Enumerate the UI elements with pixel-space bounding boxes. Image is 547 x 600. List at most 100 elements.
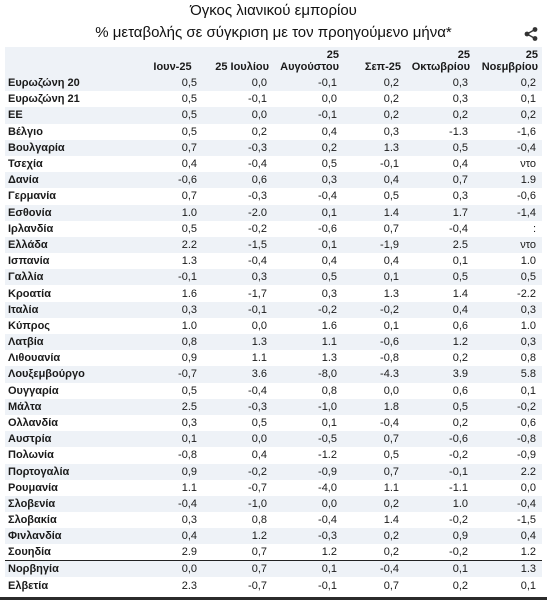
value-cell: -0,9 <box>273 463 343 480</box>
value-cell: -0,6 <box>343 334 405 351</box>
value-cell: 0,4 <box>203 447 273 464</box>
table-row: Ιταλία 0,3 -0,1 -0,2 -0,2 0,4 0,3 <box>5 301 542 318</box>
country-cell: Ελβετία <box>5 577 142 594</box>
table-row: Γερμανία 0,7 -0,3 -0,4 0,5 0,3 -0,6 <box>5 188 542 205</box>
value-cell: 0,1 <box>273 236 343 254</box>
value-cell: 0,2 <box>343 107 405 124</box>
table-row: Πολωνία -0,8 0,4 -1.2 0,5 -0,2 -0,9 <box>5 447 542 464</box>
value-cell: -0,4 <box>405 220 474 237</box>
value-cell: -0,4 <box>343 414 405 432</box>
value-cell: 0,5 <box>405 269 474 286</box>
bottom-bar <box>0 597 547 600</box>
country-cell: Ρουμανία <box>5 479 142 496</box>
value-cell: -1,0 <box>203 495 273 513</box>
column-header: 25 Ιουλίου <box>215 61 269 73</box>
value-cell: 0,3 <box>474 301 542 318</box>
value-cell: -0,8 <box>343 350 405 367</box>
value-cell: 0,5 <box>203 414 273 432</box>
value-cell: -0,4 <box>343 560 405 578</box>
table-row: Λιθουανία 0,9 1.1 1.3 -0,8 0,2 0,8 <box>5 350 542 367</box>
value-cell: -0,7 <box>203 479 273 496</box>
value-cell: 0,2 <box>273 139 343 156</box>
value-cell: -0,2 <box>203 463 273 480</box>
country-cell: Λιθουανία <box>5 350 142 367</box>
table-row: Σλοβακία 0,3 0,8 -0,4 1.4 -0,2 -1,5 <box>5 512 542 529</box>
table-row: Βέλγιο 0,5 0,2 0,4 0,3 -1.3 -1,6 <box>5 123 542 140</box>
value-cell: 0,5 <box>405 139 474 156</box>
value-cell: -0,4 <box>203 155 273 173</box>
value-cell: -0,2 <box>343 301 405 318</box>
value-cell: -0,2 <box>474 398 542 415</box>
value-cell: -0,6 <box>405 431 474 448</box>
value-cell: -0,1 <box>203 91 273 108</box>
value-cell: 0,4 <box>142 155 203 173</box>
value-cell: 1.4 <box>343 204 405 221</box>
table-row: Μάλτα 2.5 -0,3 -1,0 1.8 0,5 -0,2 <box>5 398 542 415</box>
table-row: Πορτογαλία 0,9 -0,2 -0,9 0,7 -0,1 2.2 <box>5 463 542 480</box>
value-cell: ντο <box>474 155 542 173</box>
value-cell: 0,1 <box>273 414 343 432</box>
value-cell: -0,7 <box>142 366 203 383</box>
value-cell: -4.3 <box>343 366 405 383</box>
value-cell: 0,4 <box>273 253 343 270</box>
country-cell: Ουγγαρία <box>5 382 142 399</box>
value-cell: 1.7 <box>405 204 474 221</box>
value-cell: 0,2 <box>343 75 405 92</box>
value-cell: -0,4 <box>273 512 343 529</box>
value-cell: 0,8 <box>273 382 343 399</box>
table-row: Ελβετία 2.3 -0,7 -0,1 0,7 0,2 0,1 <box>5 577 542 594</box>
country-cell: Γαλλία <box>5 269 142 286</box>
value-cell: 0,1 <box>405 253 474 270</box>
value-cell: 0,1 <box>343 269 405 286</box>
column-header <box>5 47 142 75</box>
value-cell: 2.2 <box>142 236 203 254</box>
table-row: Ισπανία 1.3 -0,4 0,4 0,4 0,1 1.0 <box>5 253 542 270</box>
value-cell: 0,6 <box>405 382 474 399</box>
value-cell: -1,0 <box>273 398 343 415</box>
value-cell: 0,7 <box>343 220 405 237</box>
value-cell: -0,6 <box>474 188 542 205</box>
value-cell: 1.1 <box>203 350 273 367</box>
value-cell: -0,2 <box>405 512 474 529</box>
country-cell: Εσθονία <box>5 204 142 221</box>
value-cell: 0,0 <box>273 495 343 513</box>
country-cell: Φινλανδία <box>5 528 142 545</box>
share-icon[interactable] <box>523 26 539 42</box>
value-cell: 0,7 <box>203 544 273 561</box>
table-row: Λατβία 0,8 1.3 1.1 -0,6 1.2 0,3 <box>5 334 542 351</box>
value-cell: 0,4 <box>474 528 542 545</box>
value-cell: -1,5 <box>203 236 273 254</box>
value-cell: 2.5 <box>405 236 474 254</box>
value-cell: 0,7 <box>343 577 405 594</box>
country-cell: Δανία <box>5 172 142 189</box>
value-cell: 0,5 <box>474 269 542 286</box>
value-cell: 1.4 <box>343 512 405 529</box>
value-cell: 0,5 <box>142 220 203 237</box>
value-cell: 1.3 <box>142 253 203 270</box>
value-cell: -0,9 <box>474 447 542 464</box>
value-cell: 0,5 <box>142 107 203 124</box>
value-cell: 0,3 <box>474 334 542 351</box>
table-row: Νορβηγία 0,0 0,7 0,1 -0,4 0,1 1.3 <box>5 560 542 578</box>
country-cell: Ολλανδία <box>5 414 142 432</box>
value-cell: 1.0 <box>474 317 542 334</box>
value-cell: -1,4 <box>474 204 542 221</box>
value-cell: 1.2 <box>405 334 474 351</box>
country-cell: Πορτογαλία <box>5 463 142 480</box>
column-header: 25 Οκτωβρίου <box>411 49 470 73</box>
value-cell: -4,0 <box>273 479 343 496</box>
value-cell: 0,7 <box>405 172 474 189</box>
value-cell: 0,3 <box>203 269 273 286</box>
value-cell: ντο <box>474 236 542 254</box>
country-cell: Τσεχία <box>5 155 142 173</box>
retail-volume-table: Ιουν-25 25 Ιουλίου 25 Αυγούστου Σεπ-25 2… <box>5 47 542 594</box>
chart-subtitle: % μεταβολής σε σύγκριση με τον προηγούμε… <box>95 24 452 41</box>
value-cell: -0,2 <box>405 544 474 561</box>
country-cell: Βουλγαρία <box>5 139 142 156</box>
value-cell: 0,3 <box>142 301 203 318</box>
value-cell: 0,3 <box>343 123 405 140</box>
column-header: Σεπ-25 <box>364 61 401 73</box>
value-cell: 0,2 <box>405 350 474 367</box>
value-cell: 0,2 <box>343 91 405 108</box>
table-row: Σουηδία 2.9 0,7 1.2 0,2 -0,2 1.2 <box>5 544 542 561</box>
